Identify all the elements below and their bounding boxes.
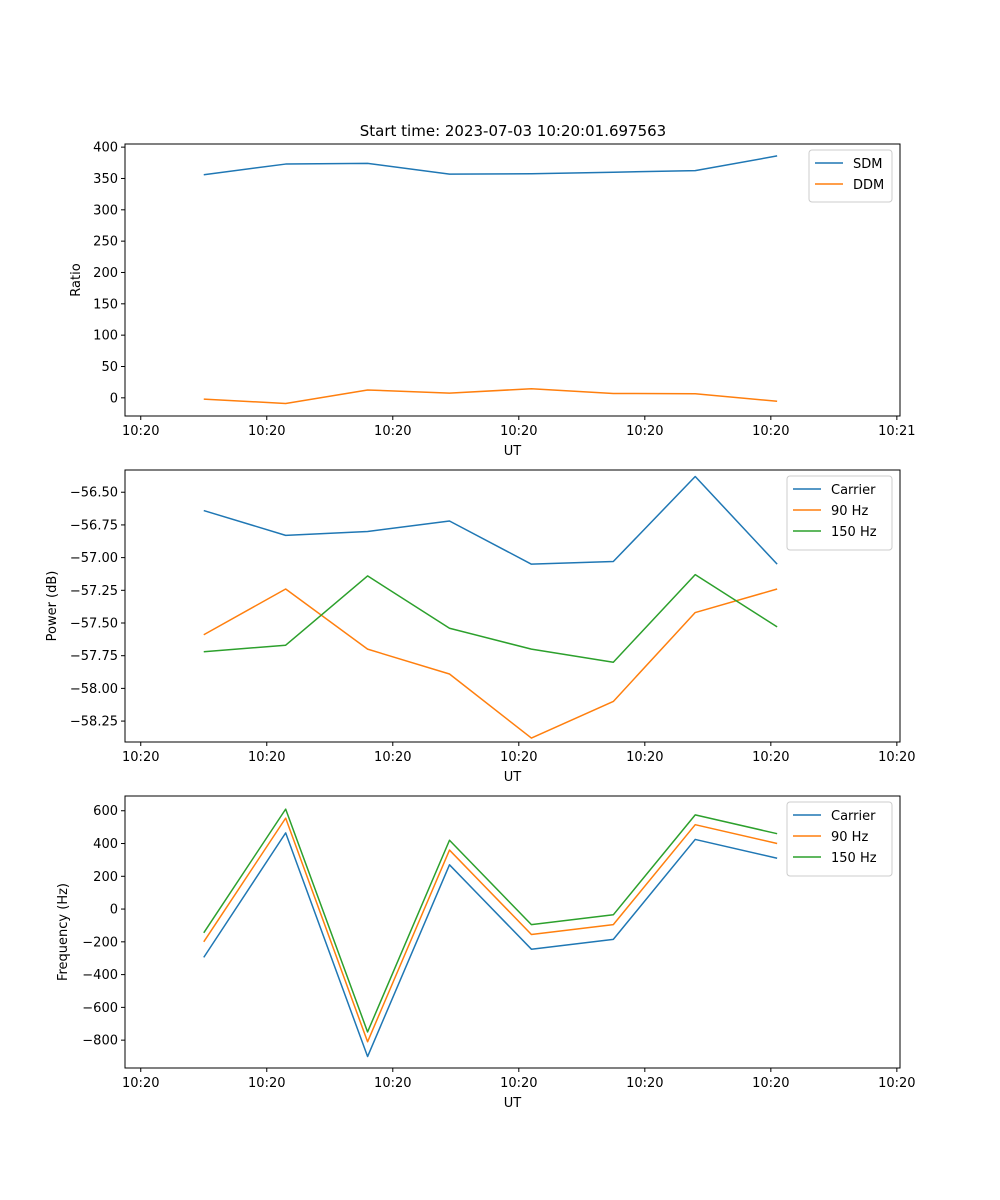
- chart-2-x-tick-label: 10:20: [122, 750, 159, 765]
- chart-1-y-tick-label: 200: [93, 266, 118, 281]
- chart-1-series-ddm-line: [203, 387, 778, 405]
- chart-3-x-tick-label: 10:20: [752, 1076, 789, 1091]
- chart-3-y-tick-label: 400: [93, 837, 118, 852]
- chart-1-y-axis-label: Ratio: [69, 263, 84, 296]
- chart-3-x-tick-label: 10:20: [626, 1076, 663, 1091]
- chart-1-y-tick-label: 350: [93, 172, 118, 187]
- chart-3-y-tick-label: 0: [110, 903, 118, 918]
- chart-2-legend-label-90-hz: 90 Hz: [831, 504, 868, 519]
- figure-title: Start time: 2023-07-03 10:20:01.697563: [360, 122, 666, 140]
- chart-1-x-tick-label: 10:20: [122, 424, 159, 439]
- chart-2-y-tick-label: −56.75: [70, 518, 118, 533]
- chart-3-y-tick-label: −800: [82, 1034, 118, 1049]
- chart-3-legend-label-90-hz: 90 Hz: [831, 830, 868, 845]
- chart-3-y-tick-label: 200: [93, 870, 118, 885]
- chart-3-y-tick-label: −200: [82, 935, 118, 950]
- chart-3-x-tick-label: 10:20: [878, 1076, 915, 1091]
- chart-3-axes-frame: [124, 795, 901, 1069]
- chart-2-series-90-hz-line: [203, 588, 778, 739]
- chart-2-y-tick-label: −56.50: [70, 486, 118, 501]
- chart-2-x-tick-label: 10:20: [248, 750, 285, 765]
- chart-1-x-axis-label: UT: [504, 444, 522, 459]
- chart-1-x-tick-label: 10:20: [626, 424, 663, 439]
- chart-2-series-carrier-line: [203, 475, 778, 565]
- chart-2-y-tick-label: −58.00: [70, 682, 118, 697]
- chart-3-y-tick-label: −400: [82, 968, 118, 983]
- chart-2-x-tick-label: 10:20: [626, 750, 663, 765]
- chart-2-series-150-hz-line: [203, 573, 778, 663]
- chart-3-x-axis-label: UT: [504, 1096, 522, 1111]
- chart-3-y-axis-label: Frequency (Hz): [56, 883, 71, 981]
- chart-2-y-tick-label: −57.00: [70, 551, 118, 566]
- chart-3-x-tick-label: 10:20: [500, 1076, 537, 1091]
- chart-2-legend-label-150-hz: 150 Hz: [831, 525, 877, 540]
- chart-2-y-tick-label: −57.75: [70, 649, 118, 664]
- chart-2-y-tick-label: −57.25: [70, 584, 118, 599]
- chart-3-x-tick-label: 10:20: [248, 1076, 285, 1091]
- chart-2-y-tick-label: −57.50: [70, 617, 118, 632]
- chart-1-y-tick-label: 300: [93, 203, 118, 218]
- chart-2-axes-frame: [124, 469, 901, 743]
- chart-3-series-carrier-line: [203, 832, 778, 1058]
- chart-1-x-tick-label: 10:20: [374, 424, 411, 439]
- chart-3-y-tick-label: 600: [93, 804, 118, 819]
- chart-2-y-axis-label: Power (dB): [45, 571, 60, 642]
- chart-2-legend-label-carrier: Carrier: [831, 483, 876, 498]
- chart-1-series-sdm-line: [203, 155, 778, 176]
- chart-1-legend-label-ddm: DDM: [853, 178, 884, 193]
- chart-1-x-tick-label: 10:20: [248, 424, 285, 439]
- chart-3-x-tick-label: 10:20: [374, 1076, 411, 1091]
- chart-2-x-tick-label: 10:20: [374, 750, 411, 765]
- chart-1-y-tick-label: 50: [101, 360, 118, 375]
- chart-1-x-tick-label: 10:20: [500, 424, 537, 439]
- chart-1-y-tick-label: 0: [110, 391, 118, 406]
- chart-2-x-axis-label: UT: [504, 770, 522, 785]
- chart-1-x-tick-label: 10:21: [878, 424, 915, 439]
- chart-2-y-tick-label: −58.25: [70, 715, 118, 730]
- chart-1-y-tick-label: 100: [93, 329, 118, 344]
- chart-1-y-tick-label: 400: [93, 141, 118, 156]
- chart-3-y-tick-label: −600: [82, 1001, 118, 1016]
- chart-1-axes-frame: [124, 143, 901, 417]
- chart-3-legend-label-carrier: Carrier: [831, 809, 876, 824]
- chart-3-series-90-hz-line: [203, 817, 778, 1043]
- chart-1-y-tick-label: 150: [93, 297, 118, 312]
- chart-1-x-tick-label: 10:20: [752, 424, 789, 439]
- chart-2-x-tick-label: 10:20: [500, 750, 537, 765]
- chart-2-x-tick-label: 10:20: [752, 750, 789, 765]
- chart-1-legend-label-sdm: SDM: [853, 157, 882, 172]
- chart-2-x-tick-label: 10:20: [878, 750, 915, 765]
- chart-3-x-tick-label: 10:20: [122, 1076, 159, 1091]
- chart-3-series-150-hz-line: [203, 808, 778, 1033]
- chart-3-legend-label-150-hz: 150 Hz: [831, 851, 877, 866]
- chart-1-y-tick-label: 250: [93, 235, 118, 250]
